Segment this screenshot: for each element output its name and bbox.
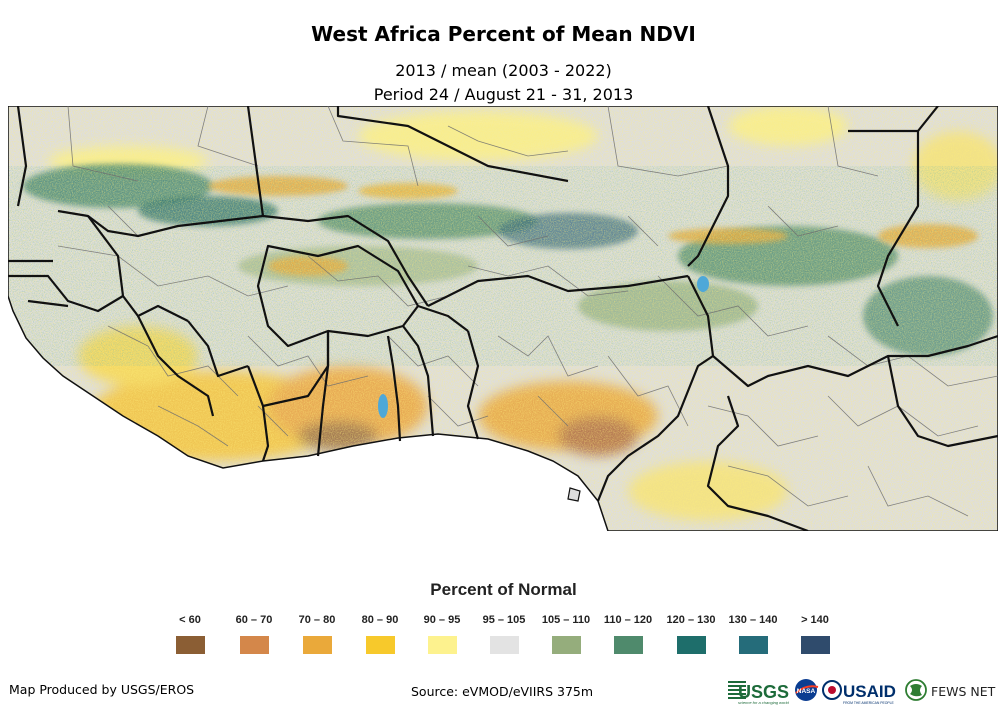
legend-label: 130 – 140 xyxy=(728,614,778,626)
legend-item: 105 – 110 xyxy=(536,614,596,654)
usaid-wordmark: USAID xyxy=(843,682,896,701)
map-subtitle-year-range: 2013 / mean (2003 - 2022) xyxy=(395,61,612,80)
legend-swatch xyxy=(302,636,332,654)
partner-logos: USGS science for a changing world NASA U… xyxy=(728,679,996,705)
legend-label: 110 – 120 xyxy=(603,614,653,626)
legend-swatch xyxy=(239,636,269,654)
legend-label: 60 – 70 xyxy=(235,614,273,626)
map-credit: Map Produced by USGS/EROS xyxy=(9,682,195,697)
legend-label: > 140 xyxy=(801,614,829,626)
legend-swatch xyxy=(427,636,457,654)
legend-item: 120 – 130 xyxy=(661,614,721,654)
legend-title: Percent of Normal xyxy=(430,580,577,599)
legend-label: 120 – 130 xyxy=(666,614,716,626)
nasa-wordmark: NASA xyxy=(797,688,816,695)
legend-label: < 60 xyxy=(179,614,201,626)
legend-item: 130 – 140 xyxy=(723,614,783,654)
fewsnet-wordmark: FEWS NET xyxy=(931,684,996,699)
legend-item: < 60 xyxy=(160,614,220,654)
legend-swatch xyxy=(489,636,519,654)
map-title: West Africa Percent of Mean NDVI xyxy=(311,22,696,46)
data-source: Source: eVMOD/eVIIRS 375m xyxy=(411,684,594,699)
legend-item: > 140 xyxy=(785,614,845,654)
legend-label: 70 – 80 xyxy=(298,614,336,626)
legend-swatch xyxy=(800,636,830,654)
legend-label: 95 – 105 xyxy=(482,614,526,626)
legend-item: 60 – 70 xyxy=(224,614,284,654)
usaid-logo: USAID FROM THE AMERICAN PEOPLE xyxy=(822,680,896,705)
legend-swatch xyxy=(613,636,643,654)
legend-swatch xyxy=(676,636,706,654)
usgs-tagline: science for a changing world xyxy=(738,700,789,705)
usaid-tagline: FROM THE AMERICAN PEOPLE xyxy=(843,701,895,705)
legend-item: 90 – 95 xyxy=(412,614,472,654)
legend-item: 95 – 105 xyxy=(474,614,534,654)
usgs-wordmark: USGS xyxy=(738,682,789,702)
nasa-logo: NASA xyxy=(795,679,819,701)
ndvi-map xyxy=(8,106,998,531)
legend-item: 80 – 90 xyxy=(350,614,410,654)
legend-label: 90 – 95 xyxy=(423,614,461,626)
legend-label: 105 – 110 xyxy=(541,614,591,626)
legend-item: 110 – 120 xyxy=(598,614,658,654)
legend-swatch xyxy=(365,636,395,654)
legend-swatch xyxy=(551,636,581,654)
legend-swatch xyxy=(738,636,768,654)
fewsnet-logo: FEWS NET xyxy=(905,679,996,701)
legend-item: 70 – 80 xyxy=(287,614,347,654)
legend-swatch xyxy=(175,636,205,654)
usgs-logo: USGS science for a changing world xyxy=(728,681,789,705)
map-subtitle-period: Period 24 / August 21 - 31, 2013 xyxy=(373,85,634,104)
legend-label: 80 – 90 xyxy=(361,614,399,626)
